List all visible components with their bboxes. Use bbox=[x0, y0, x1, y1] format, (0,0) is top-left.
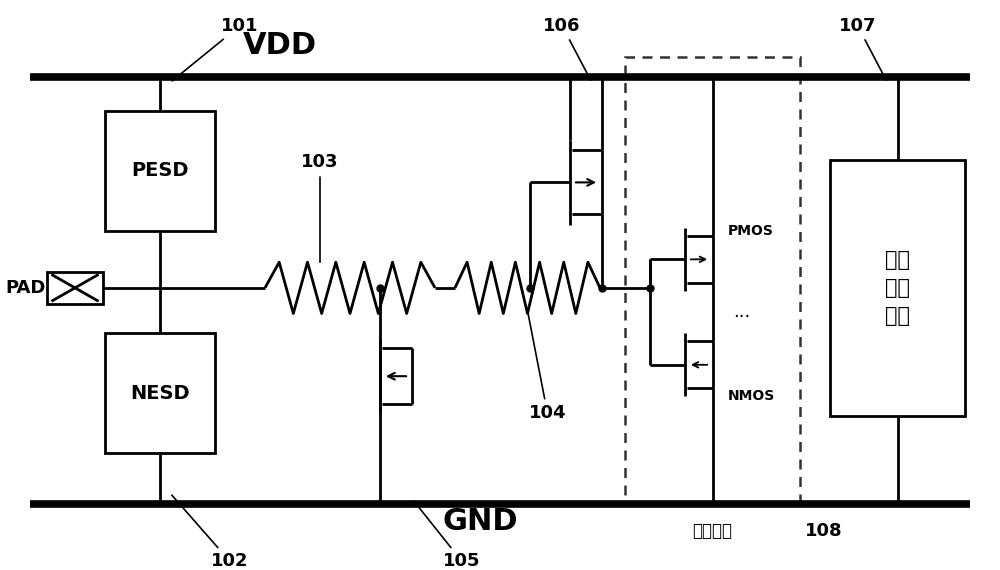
Text: 105: 105 bbox=[414, 501, 481, 570]
Text: NESD: NESD bbox=[130, 384, 190, 403]
Text: PAD: PAD bbox=[5, 279, 45, 297]
Text: GND: GND bbox=[442, 507, 518, 536]
Text: 电源
钳位
电路: 电源 钳位 电路 bbox=[885, 250, 910, 326]
Text: ...: ... bbox=[733, 303, 750, 321]
Text: 107: 107 bbox=[839, 17, 886, 80]
Text: PMOS: PMOS bbox=[728, 224, 774, 238]
Text: 106: 106 bbox=[543, 17, 591, 80]
Bar bbox=[625, 57, 800, 504]
Bar bbox=[47, 272, 103, 304]
Bar bbox=[830, 160, 965, 416]
Text: 108: 108 bbox=[805, 522, 843, 540]
Bar bbox=[105, 111, 215, 231]
Text: PESD: PESD bbox=[131, 161, 189, 181]
Text: 内核电路: 内核电路 bbox=[692, 522, 732, 540]
Text: VDD: VDD bbox=[243, 31, 317, 60]
Text: 103: 103 bbox=[301, 153, 339, 262]
Text: 104: 104 bbox=[528, 314, 566, 422]
Text: 102: 102 bbox=[172, 495, 249, 570]
Bar bbox=[105, 333, 215, 453]
Text: 101: 101 bbox=[172, 17, 259, 81]
Text: NMOS: NMOS bbox=[728, 389, 775, 403]
